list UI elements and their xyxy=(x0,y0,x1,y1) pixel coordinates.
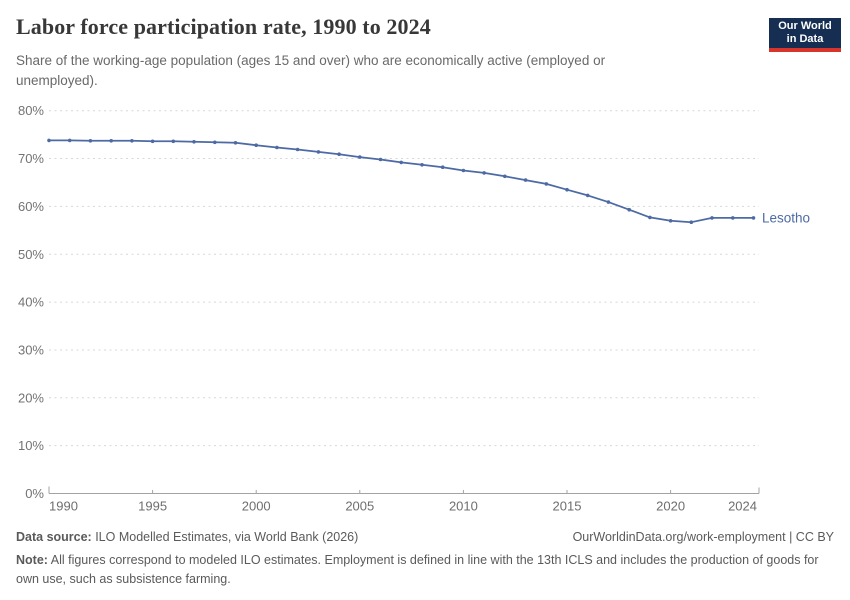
data-source-text: ILO Modelled Estimates, via World Bank (… xyxy=(91,530,359,544)
data-point-marker[interactable] xyxy=(503,174,507,179)
data-point-marker[interactable] xyxy=(399,160,404,165)
y-axis-tick-label: 70% xyxy=(18,151,44,166)
data-point-marker[interactable] xyxy=(275,145,279,150)
series-line-lesotho[interactable] xyxy=(49,139,754,224)
owid-link[interactable]: OurWorldinData.org/work-employment | CC … xyxy=(572,530,834,544)
data-point-marker[interactable] xyxy=(67,138,72,143)
data-point-marker[interactable] xyxy=(461,168,466,173)
x-axis-tick-label: 1990 xyxy=(49,499,78,514)
data-point-marker[interactable] xyxy=(751,216,756,220)
chart-title: Labor force participation rate, 1990 to … xyxy=(16,14,431,39)
data-point-marker[interactable] xyxy=(440,165,445,169)
owid-logo-accent-bar xyxy=(769,48,841,52)
data-point-marker[interactable] xyxy=(482,171,486,175)
data-point-marker[interactable] xyxy=(420,163,424,167)
y-axis-tick-label: 60% xyxy=(18,199,44,214)
y-axis-tick-label: 10% xyxy=(18,438,44,453)
data-point-marker[interactable] xyxy=(150,139,155,144)
chart-footer: Data source: ILO Modelled Estimates, via… xyxy=(16,530,834,589)
data-point-marker[interactable] xyxy=(337,152,341,156)
data-point-marker[interactable] xyxy=(316,150,321,154)
y-axis-tick-label: 80% xyxy=(18,103,44,118)
chart-subtitle: Share of the working-age population (age… xyxy=(16,53,606,88)
data-point-marker[interactable] xyxy=(523,178,528,182)
data-point-marker[interactable] xyxy=(689,220,694,224)
note-line: Note: All figures correspond to modeled … xyxy=(16,551,834,589)
x-axis-tick-label: 2010 xyxy=(449,499,478,514)
data-source-line: Data source: ILO Modelled Estimates, via… xyxy=(16,530,358,544)
data-point-marker[interactable] xyxy=(648,215,652,220)
y-axis-tick-label: 20% xyxy=(18,390,44,405)
x-axis-tick-label: 2005 xyxy=(345,499,374,514)
data-point-marker[interactable] xyxy=(254,143,258,147)
data-point-marker[interactable] xyxy=(233,141,238,145)
y-axis-tick-label: 0% xyxy=(25,486,44,501)
data-point-marker[interactable] xyxy=(565,187,569,192)
data-point-marker[interactable] xyxy=(47,138,51,143)
data-point-marker[interactable] xyxy=(358,155,362,159)
data-point-marker[interactable] xyxy=(668,219,673,223)
data-point-marker[interactable] xyxy=(213,140,217,145)
y-axis-tick-label: 40% xyxy=(18,295,44,310)
entity-label-lesotho[interactable]: Lesotho xyxy=(762,210,810,225)
data-point-marker[interactable] xyxy=(171,139,176,144)
data-point-marker[interactable] xyxy=(544,182,549,186)
y-axis-tick-label: 50% xyxy=(18,247,44,262)
data-point-marker[interactable] xyxy=(731,216,735,220)
data-source-label: Data source: xyxy=(16,530,92,544)
data-point-marker[interactable] xyxy=(627,207,631,212)
x-axis-tick-label: 2024 xyxy=(728,499,757,514)
note-label: Note: xyxy=(16,553,48,567)
data-point-marker[interactable] xyxy=(295,147,300,152)
data-point-marker[interactable] xyxy=(585,193,590,198)
x-axis-tick-label: 2020 xyxy=(656,499,685,514)
x-axis-tick-label: 2015 xyxy=(553,499,582,514)
y-axis-tick-label: 30% xyxy=(18,342,44,357)
owid-logo-line2: in Data xyxy=(786,33,824,45)
data-point-marker[interactable] xyxy=(378,157,383,162)
data-point-marker[interactable] xyxy=(606,200,611,204)
x-axis-tick-label: 1995 xyxy=(138,499,167,514)
x-axis-tick-label: 2000 xyxy=(242,499,271,514)
owid-logo[interactable]: Our World in Data xyxy=(769,18,841,48)
data-point-marker[interactable] xyxy=(130,139,134,143)
note-text: All figures correspond to modeled ILO es… xyxy=(16,553,819,586)
data-point-marker[interactable] xyxy=(710,216,714,220)
data-point-marker[interactable] xyxy=(88,139,93,143)
owid-logo-line1: Our World xyxy=(778,20,832,32)
data-point-marker[interactable] xyxy=(109,139,113,143)
data-point-marker[interactable] xyxy=(192,140,196,144)
